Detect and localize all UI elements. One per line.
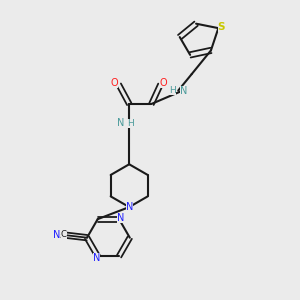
- Text: N: N: [92, 253, 100, 263]
- Text: C: C: [61, 230, 67, 239]
- Text: O: O: [160, 77, 167, 88]
- Text: N: N: [53, 230, 60, 240]
- Text: N: N: [181, 85, 188, 96]
- Text: H: H: [169, 86, 176, 95]
- Text: N: N: [117, 118, 124, 128]
- Text: H: H: [127, 119, 134, 128]
- Text: N: N: [125, 202, 133, 212]
- Text: N: N: [117, 213, 124, 223]
- Text: S: S: [218, 22, 225, 32]
- Text: O: O: [110, 77, 118, 88]
